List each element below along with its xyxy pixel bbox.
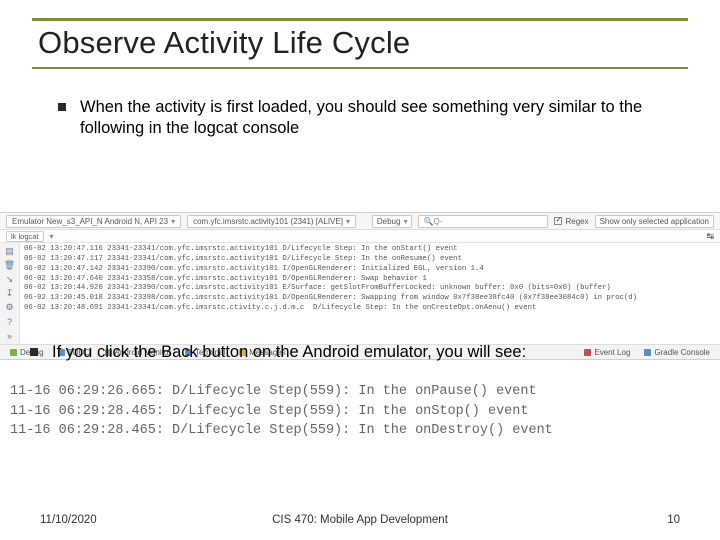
- more-icon[interactable]: »: [4, 330, 15, 341]
- chevron-down-icon: ▾: [403, 217, 407, 226]
- bullet-1-text: When the activity is first loaded, you s…: [80, 97, 660, 139]
- log-line: 06-02 13:20:47.116 23341-23341/com.yfc.i…: [24, 245, 458, 253]
- gear-icon[interactable]: ⚙: [4, 302, 15, 313]
- process-label: com.yfc.imsrstc.activity101 (2341) [ALIV…: [193, 217, 343, 226]
- dot-icon: [10, 349, 17, 356]
- checkbox-icon: [554, 217, 562, 225]
- logcat-panel: Emulator New_s3_API_N Android N, API 23 …: [0, 212, 720, 360]
- plain-log-line: 11-16 06:29:28.465: D/Lifecycle Step(559…: [10, 421, 553, 441]
- device-dropdown[interactable]: Emulator New_s3_API_N Android N, API 23 …: [6, 215, 181, 228]
- search-placeholder: Q-: [433, 217, 442, 226]
- log-line: 06-02 13:20:45.018 23341-23398/com.yfc.i…: [24, 294, 637, 302]
- bullet-2-text: If you click the Back button on the Andr…: [52, 342, 526, 363]
- title-block: Observe Activity Life Cycle: [28, 18, 692, 69]
- log-line: 06-02 13:20:47.142 23341-23390/com.yfc.i…: [24, 265, 484, 273]
- slide: Observe Activity Life Cycle When the act…: [0, 0, 720, 540]
- regex-checkbox[interactable]: Regex: [554, 217, 588, 226]
- help-icon[interactable]: ?: [4, 316, 15, 327]
- search-input[interactable]: 🔍 Q-: [418, 215, 548, 228]
- bullet-square-icon: [58, 103, 66, 111]
- footer: 11/10/2020 CIS 470: Mobile App Developme…: [0, 514, 720, 526]
- restart-icon[interactable]: ▤: [4, 246, 15, 257]
- search-icon: 🔍: [423, 217, 433, 226]
- process-dropdown[interactable]: com.yfc.imsrstc.activity101 (2341) [ALIV…: [187, 215, 356, 228]
- logcat-topbar: Emulator New_s3_API_N Android N, API 23 …: [0, 213, 720, 230]
- logcat-tabbar: lk logcat ▾ ↹: [0, 230, 720, 243]
- title-top-rule: [32, 18, 688, 21]
- filter-dropdown[interactable]: Show only selected application: [595, 215, 714, 228]
- plain-log-line: 11-16 06:29:28.465: D/Lifecycle Step(559…: [10, 402, 553, 422]
- log-line: 06-02 13:20:47.640 23341-23358/com.yfc.i…: [24, 275, 427, 283]
- log-line: 06-02 13:20:47.117 23341-23341/com.yfc.i…: [24, 255, 462, 263]
- plain-log-block: 11-16 06:29:26.665: D/Lifecycle Step(559…: [10, 382, 553, 441]
- chevron-down-icon: ▾: [171, 217, 175, 226]
- log-line: 06-02 13:20:44.920 23341-23390/com.yfc.i…: [24, 284, 611, 292]
- logcat-lines: 06-02 13:20:47.116 23341-23341/com.yfc.i…: [20, 243, 641, 344]
- body-2: If you click the Back button on the Andr…: [58, 342, 692, 377]
- trash-icon[interactable]: 🗑: [4, 260, 15, 271]
- logcat-gutter: ▤ 🗑 ↘ ↧ ⚙ ? »: [0, 243, 20, 344]
- level-dropdown[interactable]: Debug ▾: [372, 215, 413, 228]
- device-label: Emulator New_s3_API_N Android N, API 23: [12, 217, 168, 226]
- bullet-2: If you click the Back button on the Andr…: [30, 342, 692, 363]
- log-line: 06-02 13:20:48.691 23341-23341/com.yfc.i…: [24, 304, 536, 312]
- logcat-body: ▤ 🗑 ↘ ↧ ⚙ ? » 06-02 13:20:47.116 23341-2…: [0, 243, 720, 344]
- filter-label: Show only selected application: [600, 217, 709, 226]
- body-1: When the activity is first loaded, you s…: [28, 69, 692, 139]
- bullet-1: When the activity is first loaded, you s…: [58, 97, 682, 139]
- footer-course: CIS 470: Mobile App Development: [272, 514, 448, 526]
- footer-date: 11/10/2020: [40, 514, 97, 526]
- plain-log-line: 11-16 06:29:26.665: D/Lifecycle Step(559…: [10, 382, 553, 402]
- logcat-tab[interactable]: lk logcat: [6, 231, 44, 242]
- slide-title: Observe Activity Life Cycle: [32, 23, 688, 67]
- scroll-end-icon[interactable]: ↘: [4, 274, 15, 285]
- soft-wrap-icon[interactable]: ↧: [4, 288, 15, 299]
- wrap-icon[interactable]: ↹: [706, 231, 714, 242]
- footer-page: 10: [667, 514, 680, 526]
- level-label: Debug: [377, 217, 401, 226]
- regex-label: Regex: [565, 217, 588, 226]
- chevron-down-icon: ▾: [346, 217, 350, 226]
- chevron-down-icon: ▾: [50, 232, 54, 241]
- bullet-square-icon: [30, 348, 38, 356]
